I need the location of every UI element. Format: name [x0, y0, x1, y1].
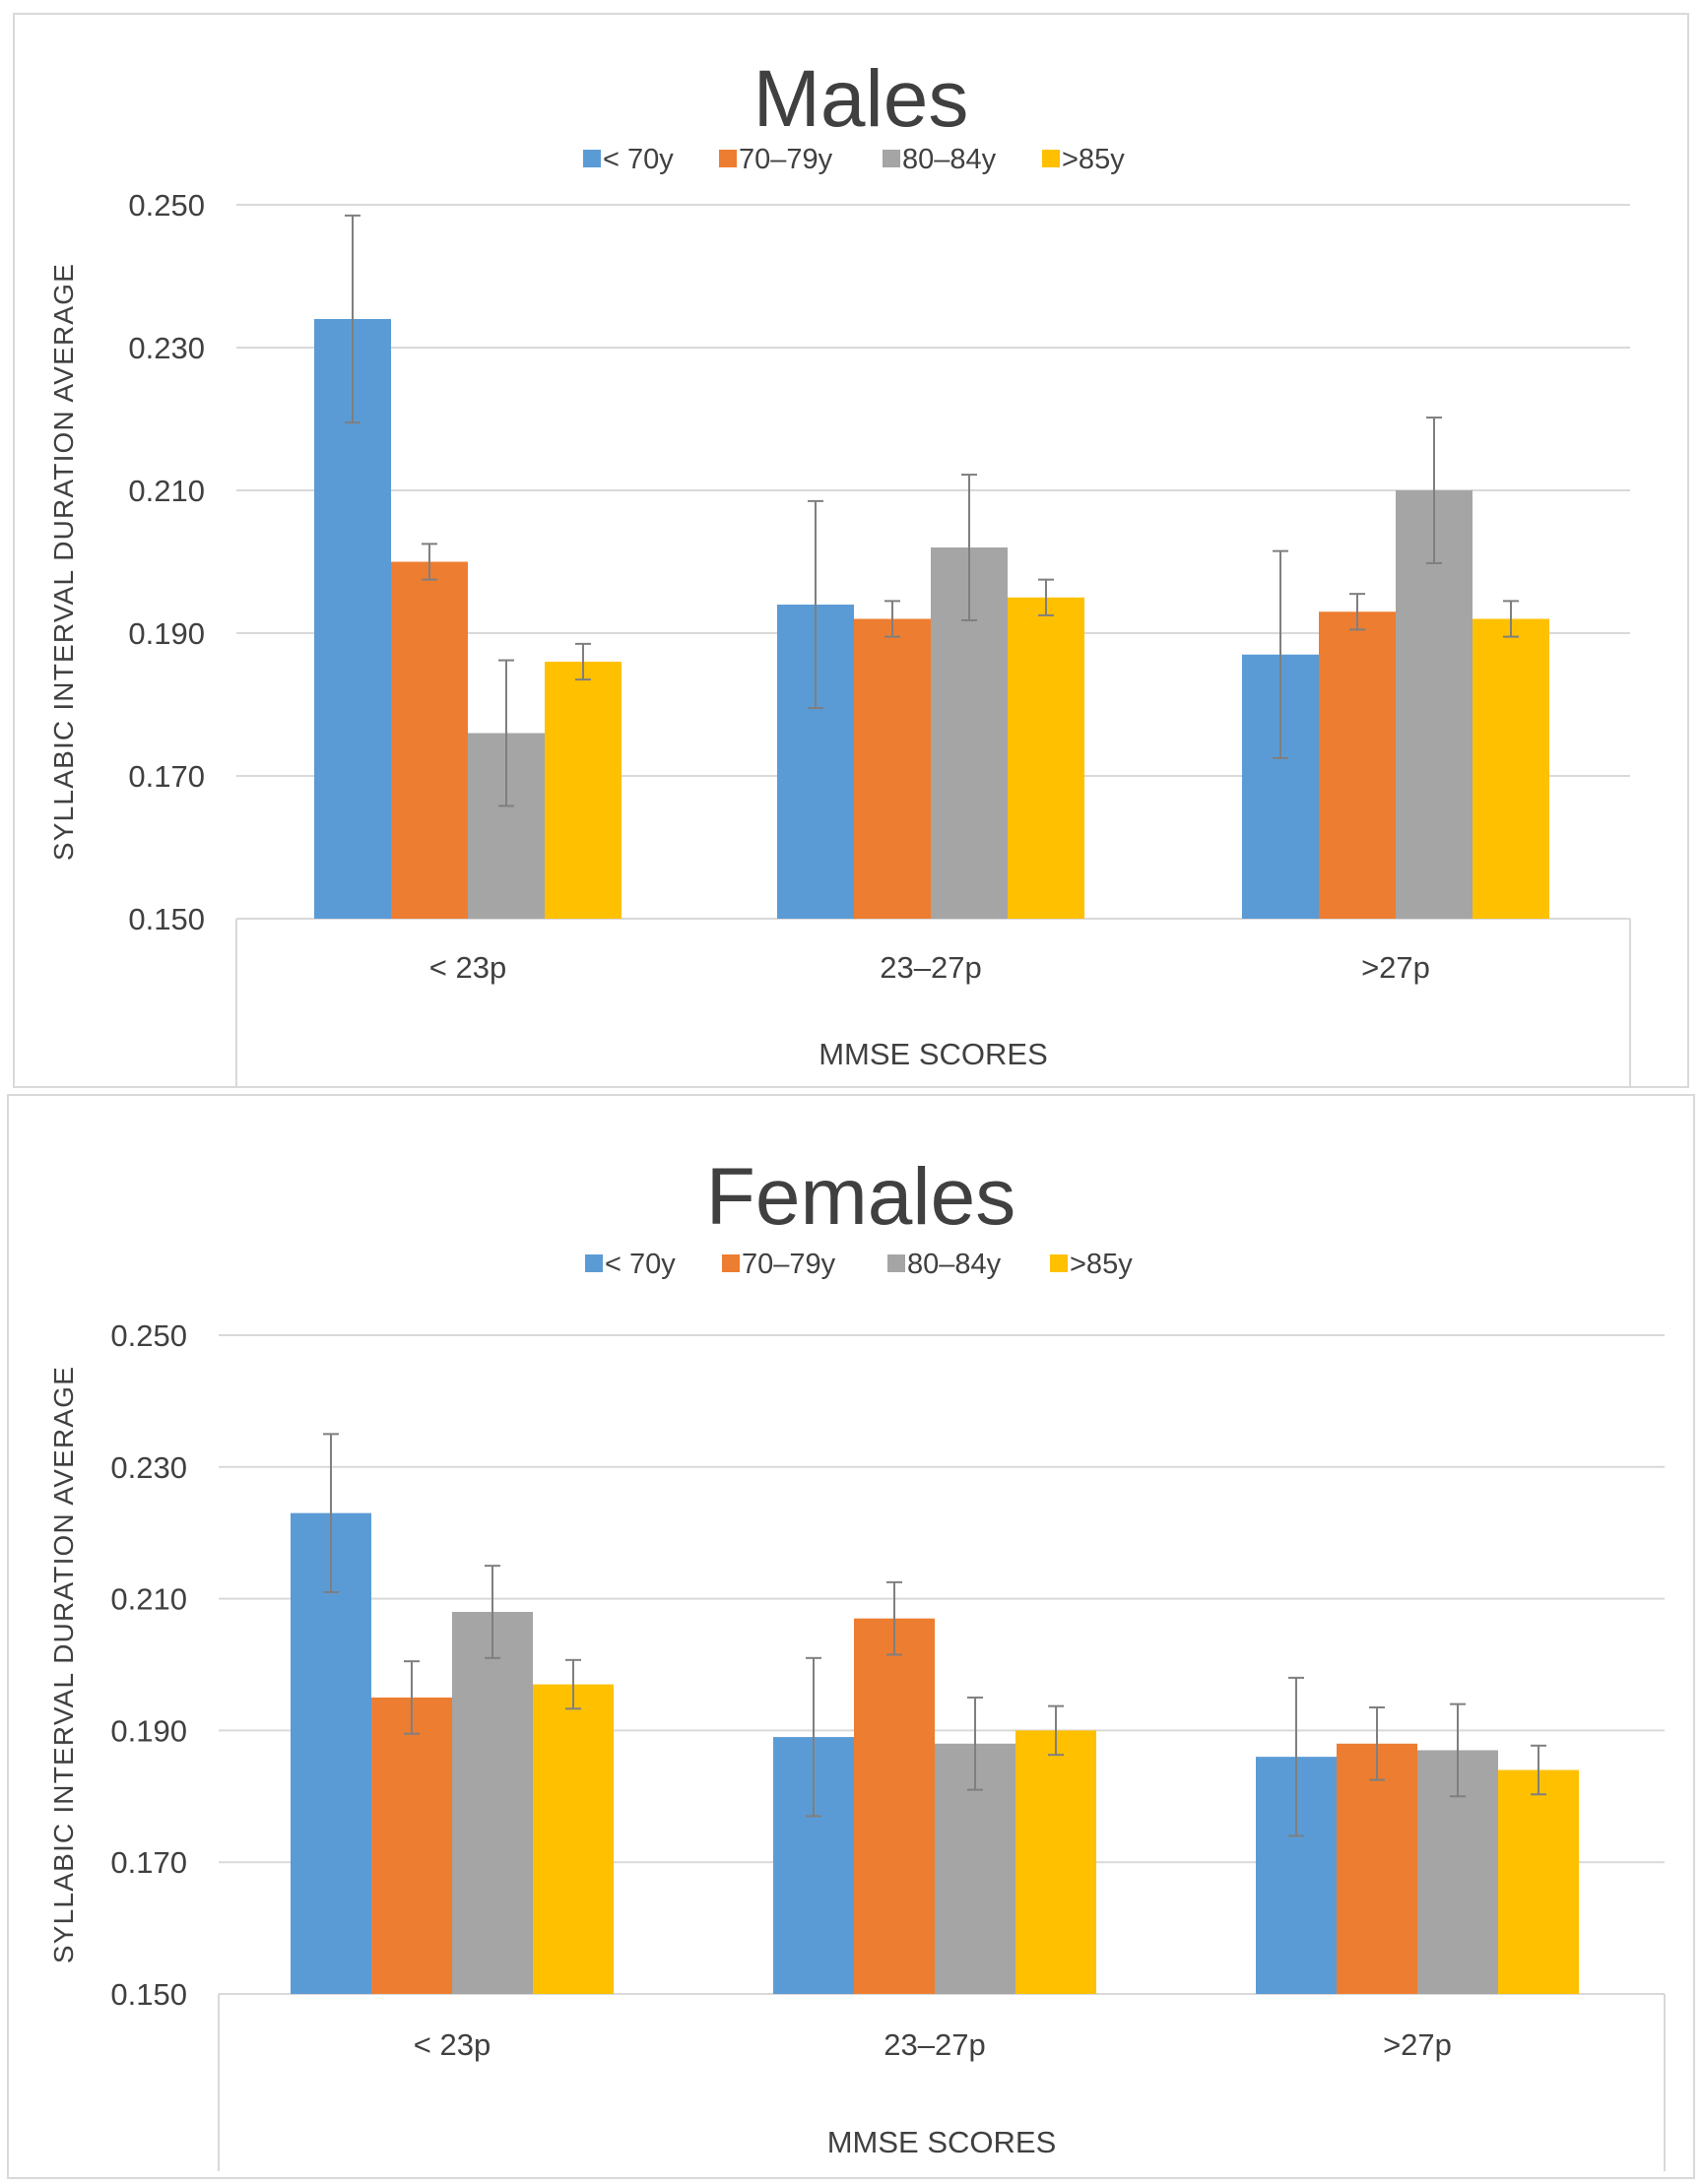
- y-tick-label: 0.190: [110, 1713, 187, 1748]
- bar-gt85-cat1: [1008, 597, 1084, 919]
- bar-gt85-cat0: [545, 662, 622, 919]
- bar-y80_84-cat0: [452, 1611, 533, 1994]
- category-label: < 23p: [429, 950, 506, 985]
- bar-gt85-cat2: [1473, 618, 1549, 919]
- legend-label: < 70y: [605, 1249, 676, 1280]
- y-tick-label: 0.250: [128, 188, 205, 223]
- legend-swatch-lt70: [583, 150, 601, 167]
- chart-females: 0.150 0.170 0.190 0.210 0.230 0.250 < 23p 23–27…: [7, 1094, 1695, 2179]
- y-tick-label: 0.210: [110, 1582, 187, 1617]
- bar-y70_79-cat1: [854, 618, 931, 919]
- chart-title: Females: [706, 1152, 1015, 1242]
- bar-y70_79-cat0: [371, 1697, 452, 1994]
- chart-frame: [7, 1094, 1695, 2179]
- x-axis-label: MMSE SCORES: [827, 2125, 1057, 2159]
- y-tick-label: 0.150: [110, 1977, 187, 2012]
- legend-swatch-y80_84: [887, 1254, 905, 1272]
- chart-title: Males: [753, 54, 969, 144]
- bar-lt70-cat0: [291, 1512, 371, 1994]
- bar-gt85-cat2: [1498, 1769, 1579, 1994]
- legend-label: 80–84y: [907, 1249, 1002, 1280]
- legend-label: >85y: [1070, 1249, 1133, 1280]
- y-axis-label: SYLLABIC INTERVAL DURATION AVERAGE: [48, 263, 79, 861]
- legend-label: 70–79y: [742, 1249, 836, 1280]
- category-label: 23–27p: [880, 950, 981, 985]
- category-label: >27p: [1383, 2027, 1452, 2062]
- bar-y70_79-cat2: [1337, 1743, 1417, 1994]
- legend-swatch-y80_84: [883, 150, 900, 167]
- y-tick-label: 0.190: [128, 616, 205, 651]
- legend-swatch-gt85: [1050, 1254, 1068, 1272]
- y-tick-label: 0.170: [128, 759, 205, 794]
- y-tick-label: 0.150: [128, 902, 205, 936]
- legend-label: 80–84y: [902, 144, 997, 175]
- y-tick-label: 0.230: [110, 1450, 187, 1485]
- category-label: 23–27p: [884, 2027, 985, 2062]
- bar-y70_79-cat1: [854, 1618, 935, 1994]
- bar-gt85-cat1: [1015, 1730, 1096, 1994]
- bar-y70_79-cat0: [391, 561, 468, 919]
- y-tick-label: 0.210: [128, 474, 205, 508]
- legend-swatch-gt85: [1042, 150, 1060, 167]
- y-tick-label: 0.230: [128, 331, 205, 365]
- category-label: < 23p: [414, 2027, 491, 2062]
- legend-label: >85y: [1062, 144, 1125, 175]
- legend-label: 70–79y: [739, 144, 833, 175]
- y-tick-label: 0.170: [110, 1845, 187, 1880]
- y-axis-label: SYLLABIC INTERVAL DURATION AVERAGE: [48, 1366, 79, 1963]
- chart-males: 0.150 0.170 0.190 0.210 0.230 0.250 < 23p 23–27…: [13, 13, 1689, 1088]
- legend-swatch-y70_79: [722, 1254, 740, 1272]
- legend-swatch-lt70: [585, 1254, 603, 1272]
- bar-gt85-cat0: [533, 1684, 614, 1994]
- bar-y70_79-cat2: [1319, 611, 1396, 919]
- y-tick-label: 0.250: [110, 1318, 187, 1353]
- category-label: >27p: [1361, 950, 1430, 985]
- x-axis-label: MMSE SCORES: [818, 1037, 1048, 1071]
- legend-label: < 70y: [603, 144, 674, 175]
- legend-swatch-y70_79: [719, 150, 737, 167]
